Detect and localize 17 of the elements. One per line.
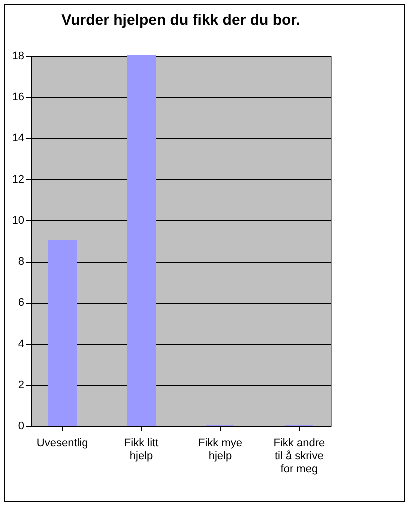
y-tick-label: 18 xyxy=(12,50,24,62)
y-tick-label: 10 xyxy=(12,214,24,227)
y-tick-label: 16 xyxy=(12,92,24,104)
chart-title: Vurder hjelpen du fikk der du bor. xyxy=(62,12,300,29)
bar xyxy=(48,240,78,426)
y-tick-label: 14 xyxy=(12,132,24,145)
bar xyxy=(127,56,156,426)
x-tick-label: Fikk litt hjelp xyxy=(124,438,159,462)
y-tick-label: 8 xyxy=(18,256,24,268)
y-tick-label: 4 xyxy=(18,338,24,350)
y-tick-label: 12 xyxy=(12,174,24,186)
y-tick-label: 0 xyxy=(18,420,24,432)
y-tick-label: 2 xyxy=(18,379,24,392)
x-tick-label: Fikk mye hjelp xyxy=(198,438,242,462)
y-tick-label: 6 xyxy=(18,297,24,310)
x-tick-label: Fikk andre til å skrive for meg xyxy=(274,438,326,476)
x-tick-label: Uvesentlig xyxy=(36,438,88,450)
